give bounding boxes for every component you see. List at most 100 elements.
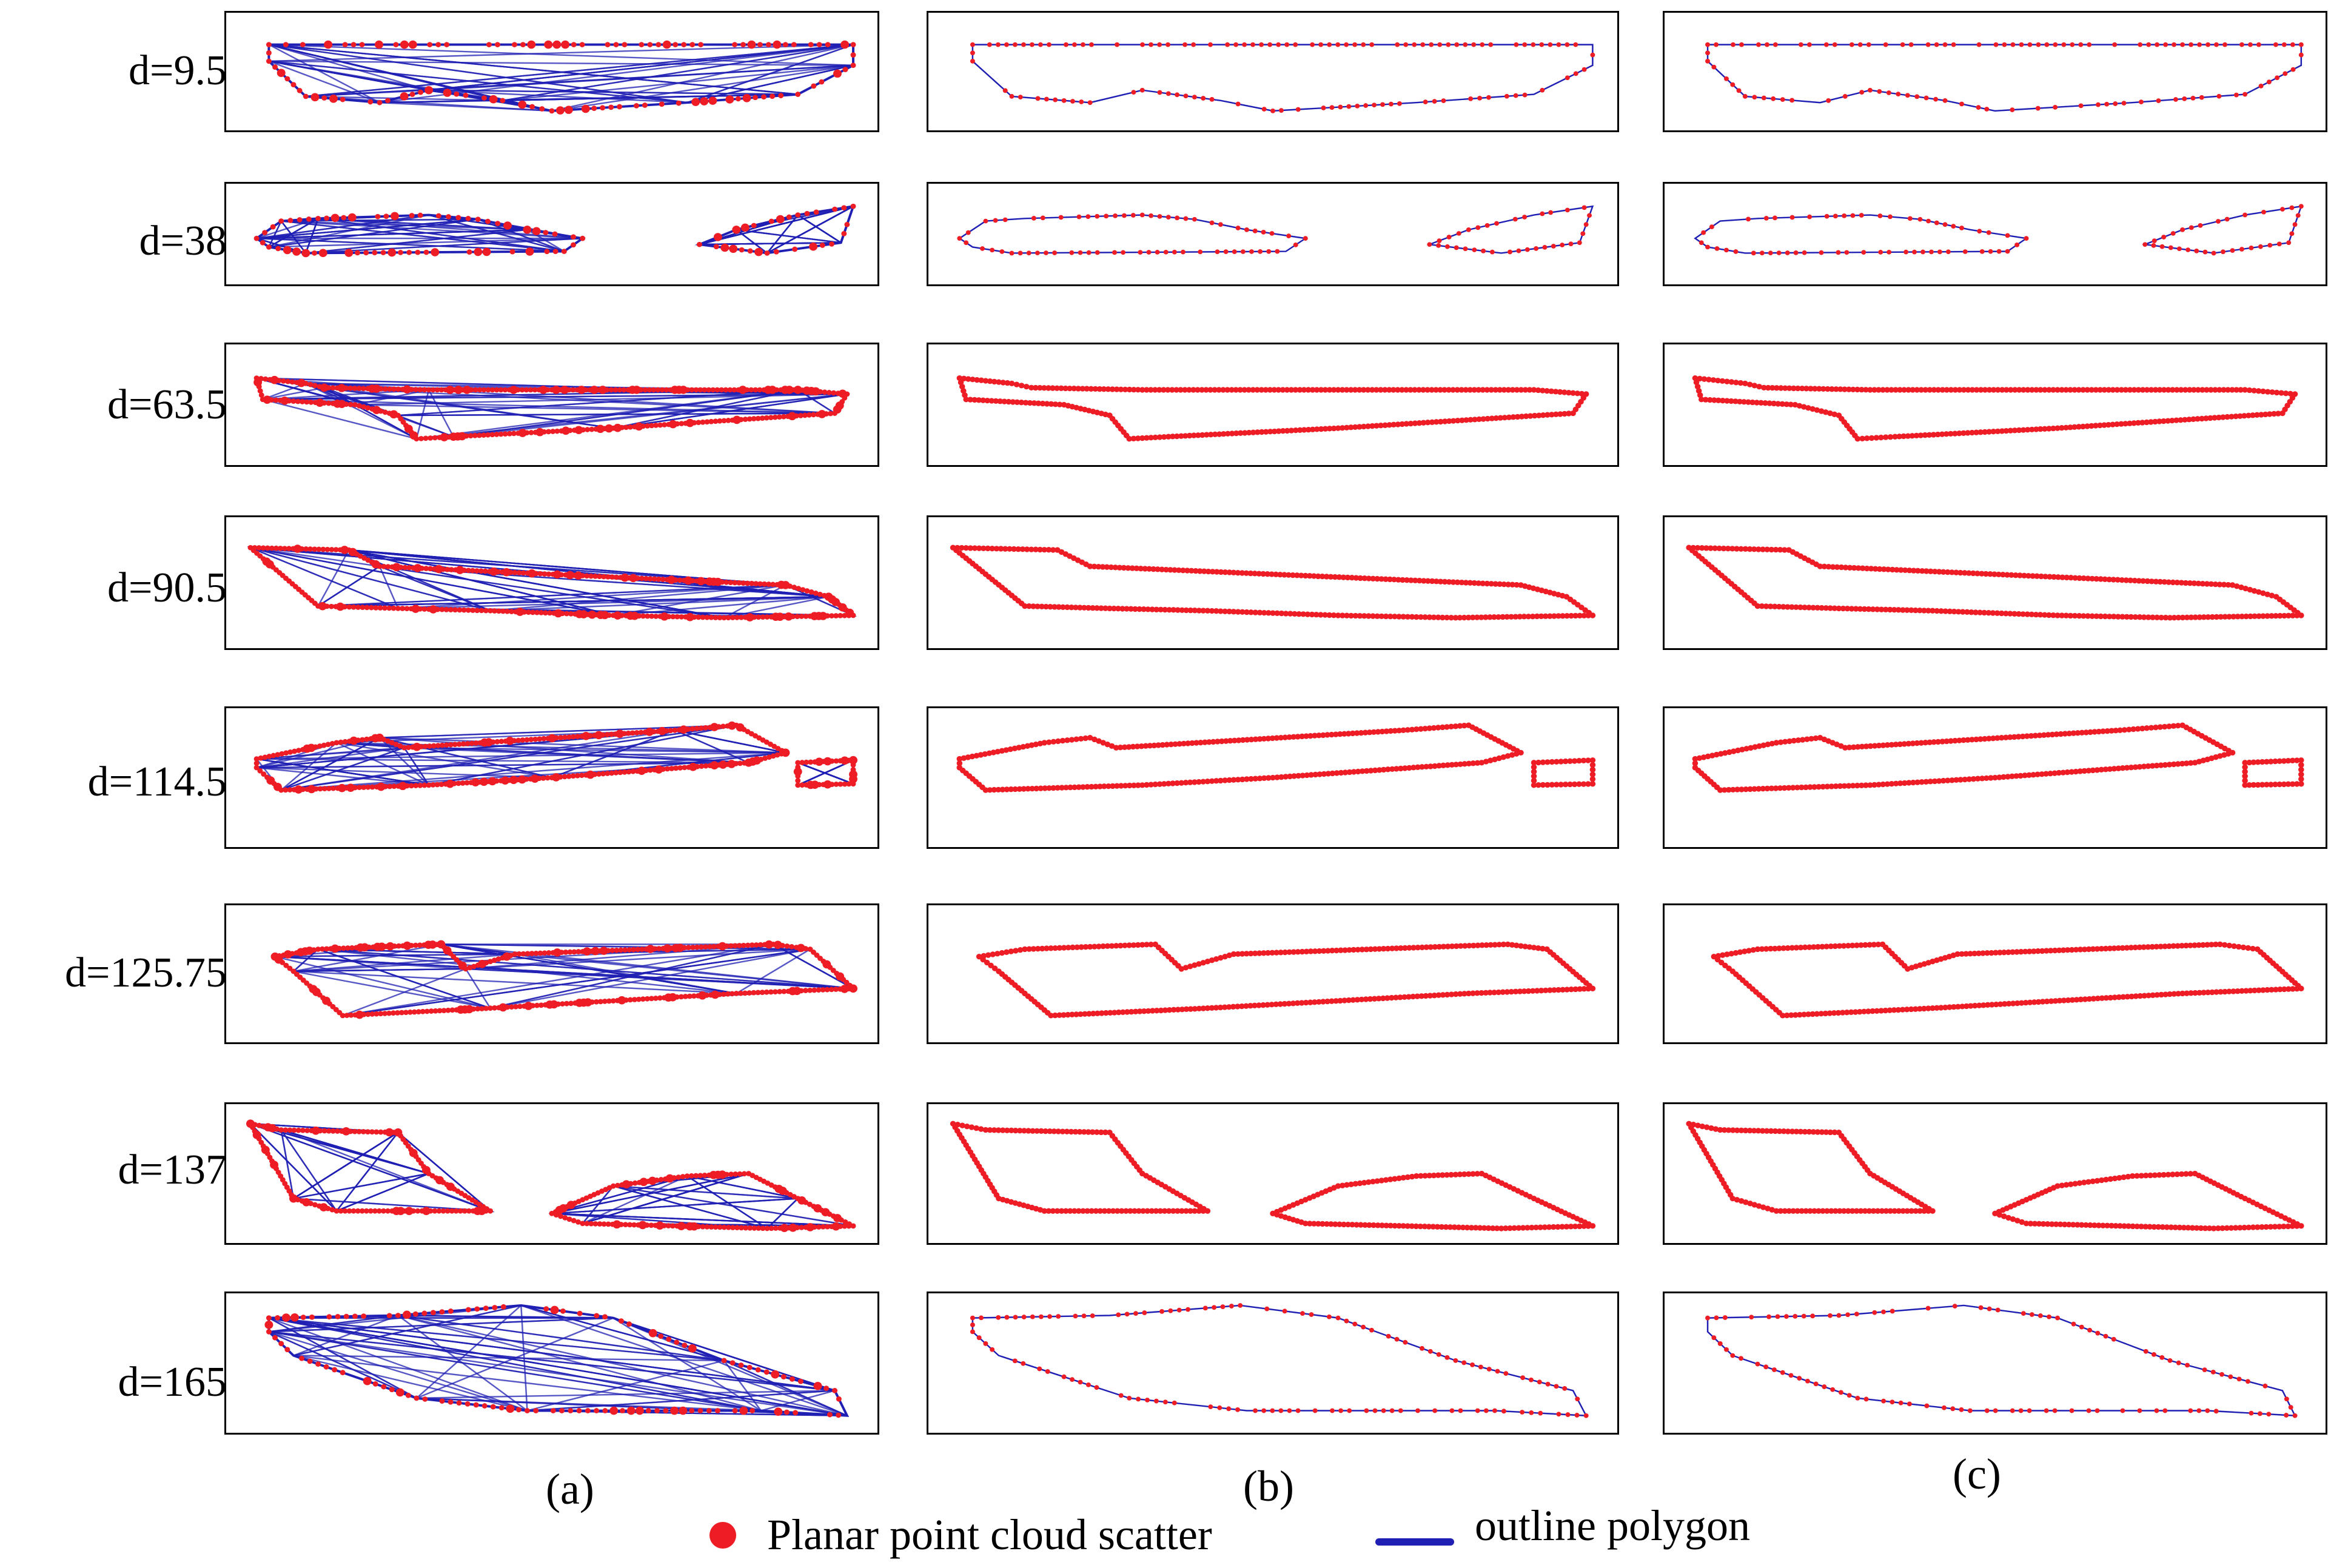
outline-drawing [1692,375,2298,442]
outline-drawing [1694,204,2304,256]
panel-row4-colb [927,515,1619,650]
point-cloud-scatter [1531,757,1596,788]
outline-drawing [270,940,857,1019]
point-cloud-scatter [970,1303,1589,1418]
point-cloud-scatter [1705,1304,2298,1418]
column-label-c: (c) [1953,1450,2001,1498]
row-label-d125.75: d=125.75 [65,950,227,996]
point-cloud-scatter [1686,544,2304,621]
row-label-d90.5: d=90.5 [107,565,227,611]
point-cloud-scatter [976,941,1596,1019]
panel-row2-cola [224,182,879,286]
chord-web [249,1123,491,1212]
panel-row7-cola [224,1102,879,1245]
outline-drawing [1705,42,2304,113]
outline-drawing [956,375,1589,442]
legend-point-label: Planar point cloud scatter [767,1510,1212,1559]
point-cloud-scatter [1686,1121,1936,1214]
point-cloud-scatter [793,756,857,789]
point-cloud-scatter [270,940,857,1019]
outline-drawing [1705,1304,2298,1418]
legend-polygon-label: outline polygon [1475,1501,1750,1550]
outline-drawing [266,40,856,115]
point-cloud-scatter [1692,722,2236,793]
point-cloud-scatter [1992,1170,2304,1231]
outline-drawing [950,1121,1596,1231]
point-cloud-scatter [1705,42,2304,113]
outline-drawing [976,941,1596,1019]
panel-row7-colb [927,1102,1619,1245]
point-cloud-scatter [1270,1170,1596,1231]
column-label-b: (b) [1243,1462,1294,1510]
outline-drawing [253,203,856,258]
point-cloud-scatter [956,722,1524,793]
point-cloud-scatter [266,40,856,115]
point-cloud-scatter [1699,213,2029,256]
outline-drawing [970,1303,1589,1418]
outline-drawing [950,544,1596,621]
outline-polygon [1706,1304,2296,1417]
point-cloud-scatter [247,544,856,622]
outline-drawing [1692,722,2304,793]
panel-row5-colc [1663,706,2327,849]
outline-polygon [951,1122,1210,1212]
outline-polygon [267,1304,850,1417]
panel-row1-cola [224,11,879,132]
outline-polygon [971,1304,1588,1417]
point-cloud-scatter [253,212,586,258]
panel-row2-colc [1663,182,2327,286]
outline-polygon [1687,1122,1936,1212]
point-cloud-scatter [957,212,1308,256]
outline-drawing [970,42,1595,113]
legend-polygon-line [1375,1538,1454,1546]
point-cloud-scatter [1427,205,1592,255]
panel-row5-cola [224,706,879,849]
point-cloud-scatter [956,375,1589,442]
panel-row6-colc [1663,903,2327,1044]
panel-row4-colc [1663,515,2327,650]
outline-drawing [1711,941,2304,1019]
panel-row8-colb [927,1292,1619,1435]
point-cloud-scatter [950,544,1596,621]
panel-row7-colc [1663,1102,2327,1245]
outline-drawing [957,205,1594,256]
row-label-d137: d=137 [118,1147,227,1193]
panel-row2-colb [927,182,1619,286]
point-cloud-scatter [1692,375,2298,442]
point-cloud-scatter [246,1119,494,1216]
outline-drawing [956,722,1596,793]
point-cloud-scatter [549,1170,856,1232]
panel-row6-colb [927,903,1619,1044]
panel-row8-colc [1663,1292,2327,1435]
outline-polygon [1270,1173,1593,1230]
column-label-a: (a) [546,1465,594,1513]
outline-polygon [1694,214,2028,254]
point-cloud-scatter [1711,941,2304,1019]
point-cloud-scatter [264,1304,842,1418]
panel-row1-colc [1663,11,2327,132]
panel-row6-cola [224,903,879,1044]
panel-row3-colc [1663,343,2327,467]
outline-drawing [247,544,857,622]
outline-drawing [1686,1121,2304,1231]
row-label-d9.5: d=9.5 [129,47,227,94]
point-cloud-scatter [253,721,790,794]
panel-row4-cola [224,515,879,650]
panel-row3-cola [224,343,879,467]
row-label-d165: d=165 [118,1359,227,1406]
panel-row5-colb [927,706,1619,849]
point-cloud-scatter [696,203,856,256]
row-label-d114.5: d=114.5 [87,759,227,805]
point-cloud-scatter [2142,204,2304,256]
row-label-d38: d=38 [139,218,227,264]
point-cloud-scatter [2242,757,2304,788]
outline-drawing [1686,544,2304,621]
point-cloud-scatter [253,375,850,442]
outline-polygon [2142,205,2302,254]
outline-drawing [264,1304,850,1418]
legend-point-marker [709,1522,736,1549]
outline-polygon [1429,205,1594,254]
panel-row8-cola [224,1292,879,1435]
outline-drawing [253,375,850,442]
outline-polygon [1706,44,2302,112]
